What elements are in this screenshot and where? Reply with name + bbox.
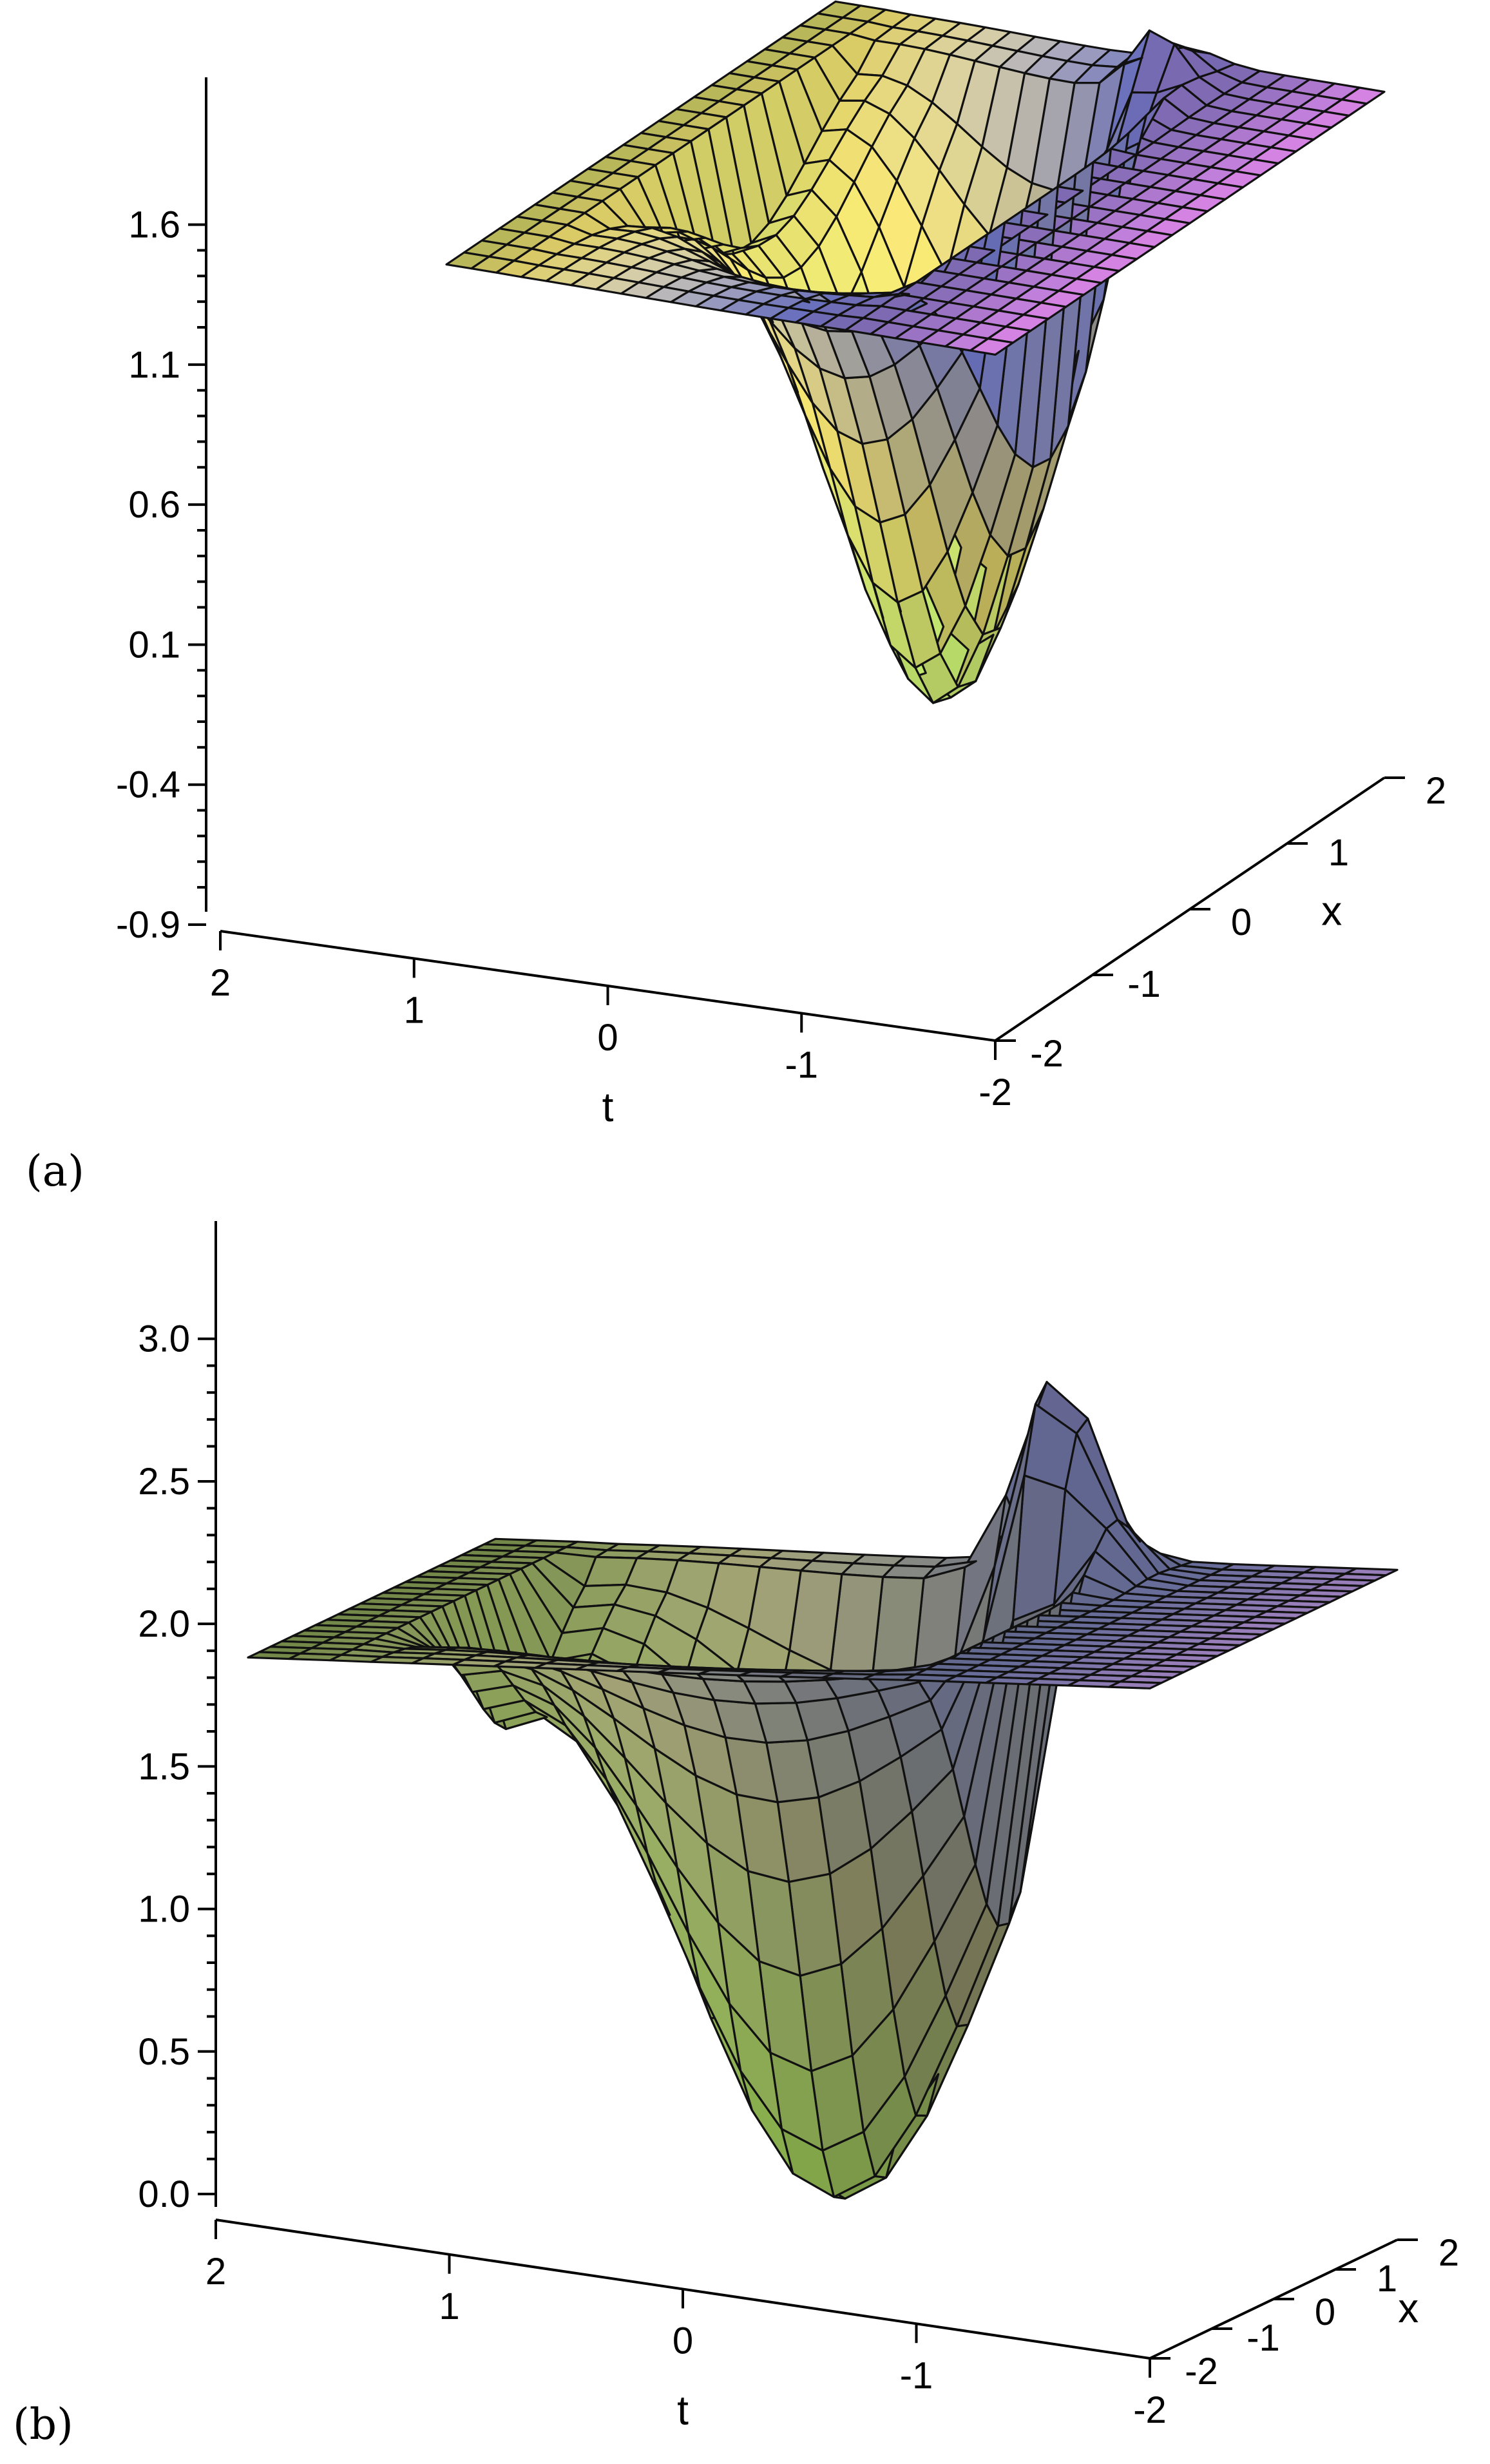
z-tick-label: 1.6 [128,204,180,246]
x-tick-label: -1 [1127,963,1161,1005]
x-tick-label: 1 [1328,832,1349,874]
z-tick-label: 0.5 [138,2031,190,2073]
x-axis-label: x [1398,2285,1418,2331]
t-tick-label: 1 [439,2286,459,2327]
z-tick-label: 1.0 [138,1889,190,1930]
surface-plot-a: 1.6 1.1 0.6 0.1 -0.4 -0.9 2 1 0 -1 -2 t -2 -1 0 1 2 x (a) [0,0,1490,1211]
z-tick-label: 0.1 [128,624,180,666]
t-tick-label: -1 [785,1044,818,1086]
surface-cell [247,1651,301,1660]
t-axis-label: t [677,2387,689,2434]
panel-label-a: (a) [26,1146,84,1196]
surface-mesh-a [445,0,1386,704]
surface-cell [445,251,490,270]
panel-label-b: (b) [13,2400,73,2449]
z-tick-label: 0.0 [138,2173,190,2215]
t-tick-label: 2 [210,962,231,1004]
z-tick-label: 3.0 [138,1318,190,1360]
z-tick-label: 0.6 [128,484,180,526]
x-tick-label: 2 [1426,770,1446,812]
surface-plot-a-svg: 1.6 1.1 0.6 0.1 -0.4 -0.9 2 1 0 -1 -2 t -2 -1 0 1 2 x (a) [26,0,1446,1196]
t-axis-label: t [602,1084,614,1130]
x-tick-label: 2 [1438,2232,1459,2274]
x-tick-label: 1 [1377,2258,1397,2300]
surface-mesh-b [247,1381,1399,2200]
t-tick-label: -1 [900,2354,933,2396]
z-tick-label: 2.0 [138,1603,190,1645]
z-tick-label: 2.5 [138,1461,190,1503]
z-tick-label: -0.4 [116,764,180,806]
z-tick-label: 1.5 [138,1746,190,1787]
x-tick-label: -1 [1246,2317,1280,2359]
t-tick-label: -2 [1133,2389,1167,2431]
z-tick-label: -0.9 [116,904,180,946]
t-tick-label: 0 [597,1017,618,1059]
t-tick-label: 1 [404,990,425,1032]
surface-plot-b: 3.0 2.5 2.0 1.5 1.0 0.5 0.0 2 1 0 -1 -2 t -2 -1 0 1 2 x (b) [0,1211,1490,2464]
t-tick-label: 0 [673,2320,693,2362]
z-tick-label: 1.1 [128,344,180,386]
x-tick-label: -2 [1030,1033,1064,1075]
x-tick-label: 0 [1315,2291,1335,2333]
x-tick-label: 0 [1231,901,1252,943]
t-tick-label: 2 [205,2251,226,2293]
x-tick-label: -2 [1185,2351,1218,2392]
x-axis-label: x [1321,888,1342,934]
t-tick-label: -2 [979,1072,1012,1113]
